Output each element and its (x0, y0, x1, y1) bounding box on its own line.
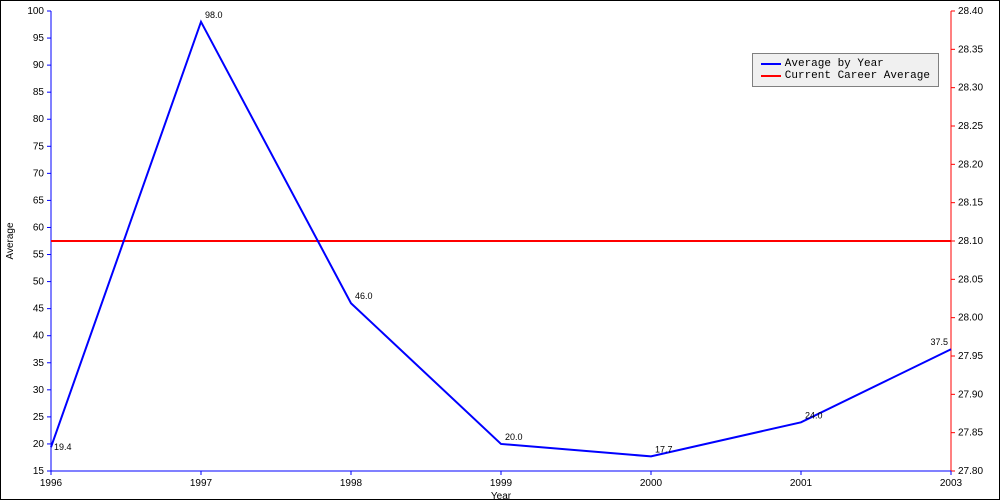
svg-text:28.30: 28.30 (958, 83, 983, 94)
svg-text:55: 55 (33, 250, 45, 261)
legend-row-career: Current Career Average (761, 70, 930, 82)
svg-text:90: 90 (33, 60, 45, 71)
legend-swatch-avg (761, 63, 781, 65)
legend-label-avg: Average by Year (785, 58, 884, 70)
svg-text:1998: 1998 (340, 478, 363, 489)
svg-text:2001: 2001 (790, 478, 813, 489)
svg-text:40: 40 (33, 331, 45, 342)
svg-text:27.95: 27.95 (958, 351, 983, 362)
svg-text:27.85: 27.85 (958, 428, 983, 439)
svg-text:60: 60 (33, 222, 45, 233)
svg-text:20: 20 (33, 439, 45, 450)
svg-text:37.5: 37.5 (930, 337, 948, 347)
svg-text:28.25: 28.25 (958, 121, 983, 132)
svg-text:28.20: 28.20 (958, 159, 983, 170)
svg-text:17.7: 17.7 (655, 444, 673, 454)
chart-container: 15 20 25 30 35 40 45 50 55 60 65 70 75 80 85 90 95 100 Ave… (0, 0, 1000, 500)
svg-text:28.15: 28.15 (958, 198, 983, 209)
svg-text:95: 95 (33, 33, 45, 44)
svg-text:1999: 1999 (490, 478, 513, 489)
svg-text:15: 15 (33, 466, 45, 477)
legend-label-career: Current Career Average (785, 70, 930, 82)
svg-text:1997: 1997 (190, 478, 213, 489)
svg-text:50: 50 (33, 277, 45, 288)
svg-text:35: 35 (33, 358, 45, 369)
svg-text:28.05: 28.05 (958, 274, 983, 285)
svg-text:24.0: 24.0 (805, 410, 823, 420)
svg-text:80: 80 (33, 114, 45, 125)
svg-text:75: 75 (33, 141, 45, 152)
svg-text:28.00: 28.00 (958, 313, 983, 324)
svg-text:2000: 2000 (640, 478, 663, 489)
svg-text:70: 70 (33, 168, 45, 179)
svg-text:28.35: 28.35 (958, 44, 983, 55)
svg-text:98.0: 98.0 (205, 10, 223, 20)
svg-text:25: 25 (33, 412, 45, 423)
legend-swatch-career (761, 75, 781, 77)
svg-text:30: 30 (33, 385, 45, 396)
svg-text:Average: Average (5, 222, 16, 260)
svg-text:85: 85 (33, 87, 45, 98)
svg-text:65: 65 (33, 195, 45, 206)
svg-text:27.80: 27.80 (958, 466, 983, 477)
legend-row-avg: Average by Year (761, 58, 930, 70)
svg-text:45: 45 (33, 304, 45, 315)
svg-text:28.40: 28.40 (958, 6, 983, 17)
svg-text:2003: 2003 (940, 478, 963, 489)
svg-text:46.0: 46.0 (355, 291, 373, 301)
svg-text:28.10: 28.10 (958, 236, 983, 247)
legend: Average by Year Current Career Average (752, 53, 939, 87)
svg-text:1996: 1996 (40, 478, 63, 489)
svg-text:27.90: 27.90 (958, 389, 983, 400)
svg-text:19.4: 19.4 (54, 442, 72, 452)
svg-text:20.0: 20.0 (505, 432, 523, 442)
svg-text:100: 100 (27, 6, 44, 17)
